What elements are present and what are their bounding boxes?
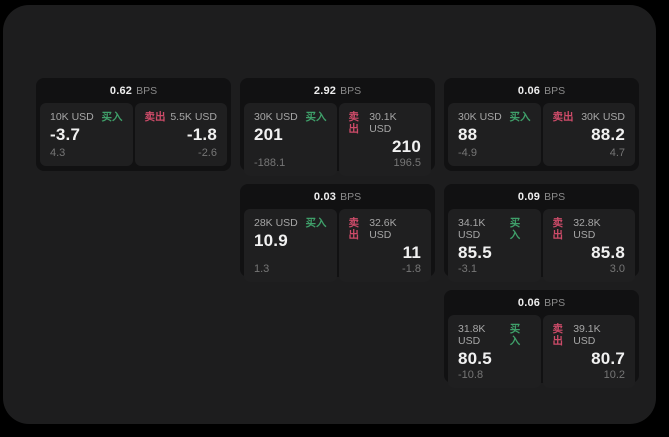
sell-delta: -1.8 [402, 263, 421, 275]
sell-size-label: 32.6K USD [369, 217, 397, 241]
spread-unit-label: BPS [340, 84, 362, 97]
quote-card: 0.06 BPS 30K USD 买入 88 -4.9 卖出 30K USD 8… [444, 78, 639, 171]
quote-card: 0.03 BPS 28K USD 买入 10.9 1.3 卖出 32.6K US… [240, 184, 435, 282]
sell-tile[interactable]: 卖出 30K USD 88.2 4.7 [542, 103, 635, 166]
buy-size-label: 31.8K USD [458, 323, 486, 347]
buy-price: 85.5 [458, 243, 492, 262]
sell-side-badge: 卖出 [552, 111, 574, 123]
buy-side-badge: 买入 [509, 323, 521, 347]
spread-unit-label: BPS [544, 190, 566, 203]
sell-tile[interactable]: 卖出 32.6K USD 11 -1.8 [338, 209, 431, 282]
buy-side-badge: 买入 [305, 217, 327, 229]
app-panel: 0.62 BPS 10K USD 买入 -3.7 4.3 卖出 5.5K USD… [3, 5, 656, 424]
sell-price: 210 [392, 137, 421, 156]
spread-unit-label: BPS [136, 84, 158, 97]
quote-card: 0.62 BPS 10K USD 买入 -3.7 4.3 卖出 5.5K USD… [36, 78, 231, 171]
buy-delta: -10.8 [458, 369, 484, 381]
sell-delta: 196.5 [393, 157, 421, 169]
buy-side-badge: 买入 [509, 217, 521, 241]
spread-value: 0.06 [517, 84, 541, 97]
sell-side-badge: 卖出 [552, 323, 564, 347]
buy-tile[interactable]: 34.1K USD 买入 85.5 -3.1 [448, 209, 541, 282]
buy-side-badge: 买入 [101, 111, 123, 123]
buy-size-label: 10K USD [50, 111, 94, 123]
buy-price: 80.5 [458, 349, 492, 368]
buy-tile[interactable]: 28K USD 买入 10.9 1.3 [244, 209, 337, 282]
spread-header: 2.92 BPS [244, 78, 431, 103]
spread-value: 0.62 [109, 84, 133, 97]
buy-size-label: 34.1K USD [458, 217, 486, 241]
sell-side-badge: 卖出 [348, 111, 360, 135]
quote-cards-grid: 0.62 BPS 10K USD 买入 -3.7 4.3 卖出 5.5K USD… [36, 78, 639, 388]
spread-unit-label: BPS [544, 84, 566, 97]
sell-delta: 10.2 [603, 369, 625, 381]
buy-delta: 1.3 [254, 263, 270, 275]
spread-value: 2.92 [313, 84, 337, 97]
quote-card: 2.92 BPS 30K USD 买入 201 -188.1 卖出 30.1K … [240, 78, 435, 176]
sell-delta: -2.6 [198, 147, 217, 159]
sell-size-label: 5.5K USD [170, 111, 217, 123]
buy-price: 201 [254, 125, 283, 144]
buy-size-label: 28K USD [254, 217, 298, 229]
spread-unit-label: BPS [544, 296, 566, 309]
spread-header: 0.06 BPS [448, 78, 635, 103]
sell-size-label: 39.1K USD [573, 323, 601, 347]
buy-price: 10.9 [254, 231, 288, 250]
buy-delta: 4.3 [50, 147, 66, 159]
sell-tile[interactable]: 卖出 32.8K USD 85.8 3.0 [542, 209, 635, 282]
spread-value: 0.03 [313, 190, 337, 203]
buy-delta: -3.1 [458, 263, 477, 275]
sell-size-label: 30K USD [581, 111, 625, 123]
buy-tile[interactable]: 30K USD 买入 201 -188.1 [244, 103, 337, 176]
sell-side-badge: 卖出 [144, 111, 166, 123]
buy-delta: -188.1 [254, 157, 286, 169]
buy-price: 88 [458, 125, 478, 144]
spread-header: 0.06 BPS [448, 290, 635, 315]
buy-price: -3.7 [50, 125, 81, 144]
spread-header: 0.03 BPS [244, 184, 431, 209]
buy-size-label: 30K USD [254, 111, 298, 123]
sell-tile[interactable]: 卖出 5.5K USD -1.8 -2.6 [134, 103, 227, 166]
buy-tile[interactable]: 10K USD 买入 -3.7 4.3 [40, 103, 133, 166]
sell-price: 80.7 [591, 349, 625, 368]
buy-tile[interactable]: 31.8K USD 买入 80.5 -10.8 [448, 315, 541, 388]
sell-delta: 3.0 [609, 263, 625, 275]
spread-unit-label: BPS [340, 190, 362, 203]
sell-price: 11 [402, 243, 421, 262]
buy-side-badge: 买入 [305, 111, 327, 123]
spread-value: 0.09 [517, 190, 541, 203]
quote-card: 0.06 BPS 31.8K USD 买入 80.5 -10.8 卖出 39.1… [444, 290, 639, 388]
quote-card: 0.09 BPS 34.1K USD 买入 85.5 -3.1 卖出 32.8K… [444, 184, 639, 282]
sell-tile[interactable]: 卖出 30.1K USD 210 196.5 [338, 103, 431, 176]
sell-tile[interactable]: 卖出 39.1K USD 80.7 10.2 [542, 315, 635, 388]
sell-size-label: 30.1K USD [369, 111, 397, 135]
sell-size-label: 32.8K USD [573, 217, 601, 241]
spread-header: 0.62 BPS [40, 78, 227, 103]
spread-header: 0.09 BPS [448, 184, 635, 209]
sell-price: 88.2 [591, 125, 625, 144]
buy-size-label: 30K USD [458, 111, 502, 123]
sell-price: -1.8 [186, 125, 217, 144]
buy-side-badge: 买入 [509, 111, 531, 123]
sell-side-badge: 卖出 [552, 217, 564, 241]
spread-value: 0.06 [517, 296, 541, 309]
sell-price: 85.8 [591, 243, 625, 262]
buy-delta: -4.9 [458, 147, 477, 159]
sell-side-badge: 卖出 [348, 217, 360, 241]
buy-tile[interactable]: 30K USD 买入 88 -4.9 [448, 103, 541, 166]
sell-delta: 4.7 [609, 147, 625, 159]
